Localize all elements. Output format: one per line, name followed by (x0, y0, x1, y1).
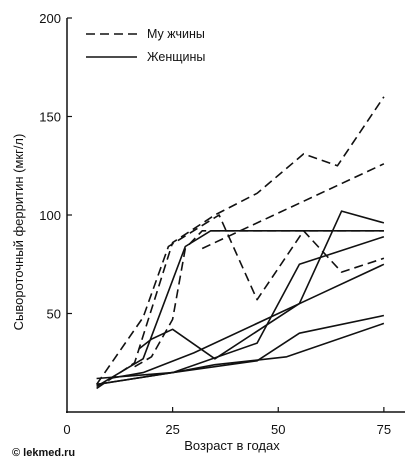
series-line-men-2 (96, 96, 385, 390)
series-layer (95, 96, 385, 390)
series-line-men-1 (95, 214, 385, 385)
x-tick-label: 75 (377, 422, 391, 437)
series-line-men-3 (134, 230, 384, 368)
x-tick-label: 0 (63, 422, 70, 437)
x-tick-label: 50 (271, 422, 285, 437)
y-axis-title: Сывороточный ферритин (мкг/л) (11, 134, 26, 331)
series-line-women-10 (109, 263, 385, 380)
legend-label-women: Женщины (147, 50, 205, 64)
y-tick-label: 100 (39, 208, 61, 223)
x-tick-label: 25 (165, 422, 179, 437)
legend: Му жчины Женщины (86, 27, 205, 64)
series-line-women-9 (96, 322, 385, 380)
legend-label-men: Му жчины (147, 27, 205, 41)
series-line-women-6 (96, 230, 384, 388)
series-line-women-8 (96, 314, 385, 386)
y-tick-label: 50 (47, 307, 61, 322)
watermark-text: © lekmed.ru (12, 447, 75, 459)
y-tick-label: 150 (39, 110, 61, 125)
y-tick-label: 200 (39, 11, 61, 26)
axis-ticks: 0 25 50 75 50 100 150 200 (39, 11, 391, 437)
series-line-men-4 (201, 163, 385, 250)
series-line-women-5 (138, 210, 385, 360)
plot-area: 0 25 50 75 50 100 150 200 (39, 11, 405, 437)
x-axis-title: Возраст в годах (184, 438, 280, 453)
